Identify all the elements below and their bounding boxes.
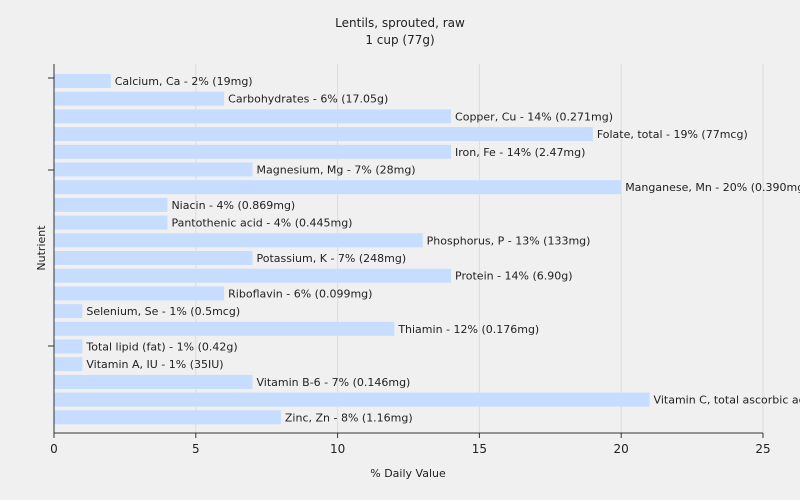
- bar-label: Copper, Cu - 14% (0.271mg): [455, 110, 613, 123]
- bar: [54, 197, 168, 212]
- bar: [54, 392, 650, 407]
- bar-label: Vitamin A, IU - 1% (35IU): [86, 358, 223, 371]
- bar: [54, 251, 253, 265]
- bar: [54, 144, 452, 159]
- bar-label: Selenium, Se - 1% (0.5mcg): [86, 305, 240, 318]
- x-tick-label: 0: [50, 442, 58, 456]
- bar-label: Phosphorus, P - 13% (133mg): [427, 234, 591, 247]
- bar: [54, 91, 225, 106]
- x-tick-label: 5: [192, 442, 200, 456]
- bar: [54, 374, 253, 389]
- x-axis-label: % Daily Value: [370, 467, 446, 480]
- bar-label: Zinc, Zn - 8% (1.16mg): [285, 411, 413, 424]
- bars-group: Calcium, Ca - 2% (19mg) Carbohydrates - 6…: [54, 74, 800, 425]
- bar: [54, 233, 423, 248]
- bar: [54, 268, 452, 283]
- bar-label: Niacin - 4% (0.869mg): [171, 199, 295, 212]
- bar-label: Manganese, Mn - 20% (0.390mg): [625, 181, 800, 194]
- x-tick-label: 25: [755, 442, 770, 456]
- bar-label: Carbohydrates - 6% (17.05g): [228, 93, 388, 106]
- bar-label: Vitamin C, total ascorbic acid - 21% (12…: [654, 394, 800, 407]
- bar-label: Calcium, Ca - 2% (19mg): [115, 75, 253, 88]
- chart-title: Lentils, sprouted, raw: [335, 16, 465, 30]
- bar: [54, 109, 452, 124]
- bar: [54, 321, 395, 336]
- bar: [54, 339, 83, 354]
- bar-label: Protein - 14% (6.90g): [455, 270, 573, 283]
- bar: [54, 357, 83, 372]
- bar-label: Potassium, K - 7% (248mg): [257, 252, 407, 265]
- x-tick-label: 10: [330, 442, 345, 456]
- bar: [54, 304, 83, 319]
- chart-subtitle: 1 cup (77g): [365, 33, 434, 47]
- axes-group: 0 5 10 15 20 25: [48, 64, 771, 456]
- bar: [54, 286, 225, 301]
- bar-label: Total lipid (fat) - 1% (0.42g): [85, 341, 237, 354]
- bar: [54, 410, 281, 425]
- bar-label: Riboflavin - 6% (0.099mg): [228, 287, 372, 300]
- bar: [54, 127, 593, 142]
- grid-lines: [195, 64, 764, 433]
- bar: [54, 215, 168, 230]
- x-tick-label: 20: [614, 442, 629, 456]
- bar-label: Iron, Fe - 14% (2.47mg): [455, 146, 585, 159]
- bar-label: Magnesium, Mg - 7% (28mg): [257, 164, 416, 177]
- bar-label: Pantothenic acid - 4% (0.445mg): [171, 217, 352, 230]
- bar: [54, 74, 111, 88]
- y-axis-label: Nutrient: [35, 225, 48, 271]
- bar-label: Thiamin - 12% (0.176mg): [397, 323, 539, 336]
- bar-label: Vitamin B-6 - 7% (0.146mg): [257, 376, 411, 389]
- bar: [54, 180, 622, 195]
- x-tick-label: 15: [472, 442, 487, 456]
- bar: [54, 162, 253, 177]
- bar-label: Folate, total - 19% (77mcg): [597, 128, 748, 141]
